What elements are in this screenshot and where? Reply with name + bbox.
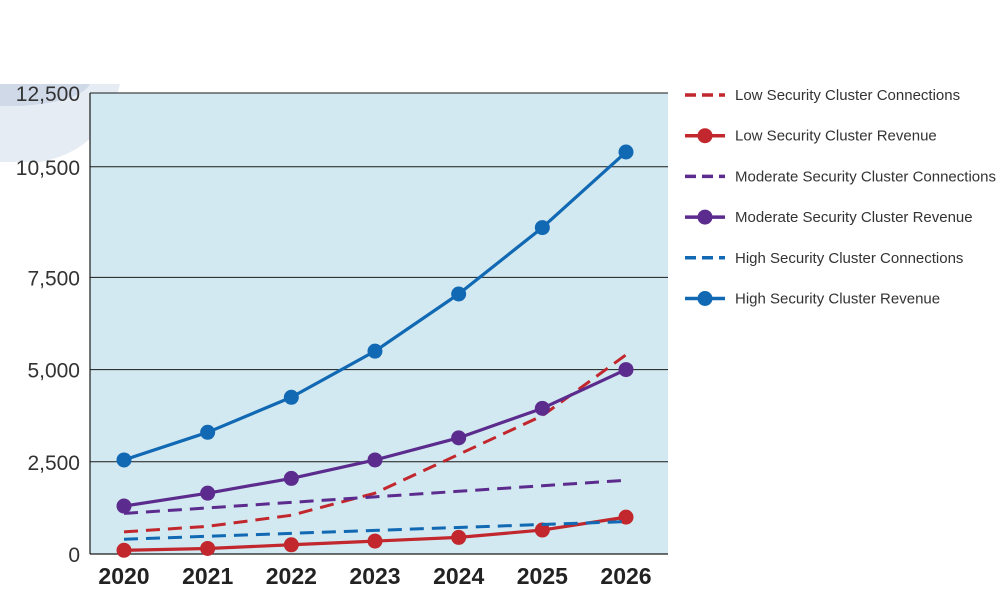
legend-swatch-marker [697, 291, 713, 306]
data-point [200, 540, 216, 556]
legend: Low Security Cluster Connections Low Secu… [685, 87, 996, 308]
data-point [367, 533, 383, 549]
data-point [200, 424, 216, 440]
y-tick-label: 7,500 [27, 267, 80, 290]
legend-label: Moderate Security Cluster Connections [735, 168, 996, 185]
data-point [283, 470, 299, 486]
series-line [123, 353, 627, 534]
legend-item: Moderate Security Cluster Revenue [685, 209, 973, 226]
legend-item: Low Security Cluster Connections [685, 87, 960, 104]
data-point [116, 542, 132, 558]
data-point [451, 430, 467, 446]
data-point [534, 400, 550, 416]
legend-item: High Security Cluster Connections [685, 250, 963, 267]
data-point [534, 220, 550, 236]
y-tick-label: 2,500 [27, 452, 80, 475]
data-point [618, 362, 634, 378]
data-point [451, 286, 467, 302]
data-point [116, 452, 132, 468]
data-point [283, 537, 299, 553]
legend-label: High Security Cluster Revenue [735, 291, 940, 308]
x-tick-label: 2020 [98, 563, 149, 589]
x-tick-label: 2025 [517, 563, 568, 589]
background-swoosh-highlight [0, 84, 90, 106]
legend-swatch-marker [697, 128, 713, 144]
x-axis: 2020 2021 2022 2023 2024 2025 2026 [90, 553, 668, 589]
legend-label: Low Security Cluster Connections [735, 87, 960, 104]
data-point [283, 389, 299, 405]
legend-swatch-marker [697, 209, 713, 225]
x-tick-label: 2023 [349, 563, 400, 589]
y-tick-label: 10,500 [16, 157, 80, 180]
data-point [116, 498, 132, 514]
legend-label: Low Security Cluster Revenue [735, 128, 937, 145]
data-point [618, 144, 634, 160]
data-point [367, 343, 383, 359]
x-tick-label: 2026 [600, 563, 651, 589]
series-0 [123, 353, 627, 534]
series-4 [123, 520, 627, 541]
data-point [534, 522, 550, 538]
legend-item: High Security Cluster Revenue [685, 291, 940, 308]
series-3 [116, 362, 634, 514]
plot-area [90, 93, 668, 554]
x-tick-label: 2021 [182, 563, 233, 589]
series-line [123, 520, 627, 541]
y-tick-label: 0 [68, 544, 80, 567]
series-1 [116, 509, 634, 558]
series-5 [116, 144, 634, 468]
data-point [451, 529, 467, 545]
series-group [116, 144, 634, 558]
legend-item: Moderate Security Cluster Connections [685, 168, 996, 185]
data-point [367, 452, 383, 468]
y-axis: 0 2,500 5,000 7,500 10,500 12,500 [16, 83, 91, 567]
data-point [618, 509, 634, 525]
x-tick-label: 2022 [266, 563, 317, 589]
legend-label: High Security Cluster Connections [735, 250, 963, 267]
y-tick-label: 12,500 [16, 83, 80, 106]
legend-label: Moderate Security Cluster Revenue [735, 209, 973, 226]
series-2 [123, 478, 627, 515]
legend-item: Low Security Cluster Revenue [685, 128, 937, 145]
y-tick-label: 5,000 [27, 360, 80, 383]
data-point [200, 485, 216, 501]
series-line [123, 478, 627, 515]
x-tick-label: 2024 [433, 563, 484, 589]
